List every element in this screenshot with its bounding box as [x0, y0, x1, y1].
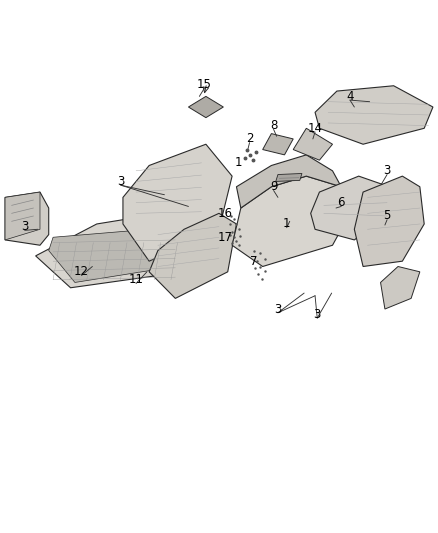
Text: 3: 3 — [274, 303, 282, 316]
Polygon shape — [354, 176, 424, 266]
Text: 5: 5 — [383, 209, 391, 222]
Text: 1: 1 — [283, 217, 290, 230]
Polygon shape — [276, 173, 302, 181]
Text: 9: 9 — [270, 180, 277, 193]
Polygon shape — [123, 144, 232, 261]
Polygon shape — [49, 229, 180, 282]
Text: 6: 6 — [338, 196, 345, 209]
Polygon shape — [311, 176, 389, 240]
Text: 11: 11 — [128, 273, 144, 286]
Text: 15: 15 — [197, 78, 212, 91]
Text: 17: 17 — [218, 231, 233, 244]
Text: 7: 7 — [250, 255, 258, 268]
Text: 4: 4 — [346, 90, 354, 103]
Text: 3: 3 — [383, 164, 391, 177]
Text: 8: 8 — [270, 119, 277, 132]
Polygon shape — [188, 96, 223, 118]
Text: 16: 16 — [218, 207, 233, 220]
Text: 12: 12 — [74, 265, 89, 278]
Text: 3: 3 — [314, 308, 321, 321]
Polygon shape — [315, 86, 433, 144]
Polygon shape — [263, 134, 293, 155]
Text: 3: 3 — [117, 175, 124, 188]
Text: 1: 1 — [235, 156, 242, 169]
Polygon shape — [5, 192, 49, 245]
Text: 2: 2 — [246, 132, 253, 146]
Polygon shape — [149, 213, 237, 298]
Polygon shape — [232, 176, 350, 266]
Polygon shape — [293, 128, 332, 160]
Polygon shape — [35, 213, 201, 288]
Text: 3: 3 — [21, 220, 28, 233]
Text: 14: 14 — [307, 122, 322, 135]
Polygon shape — [237, 155, 341, 208]
Polygon shape — [381, 266, 420, 309]
Polygon shape — [5, 192, 40, 240]
